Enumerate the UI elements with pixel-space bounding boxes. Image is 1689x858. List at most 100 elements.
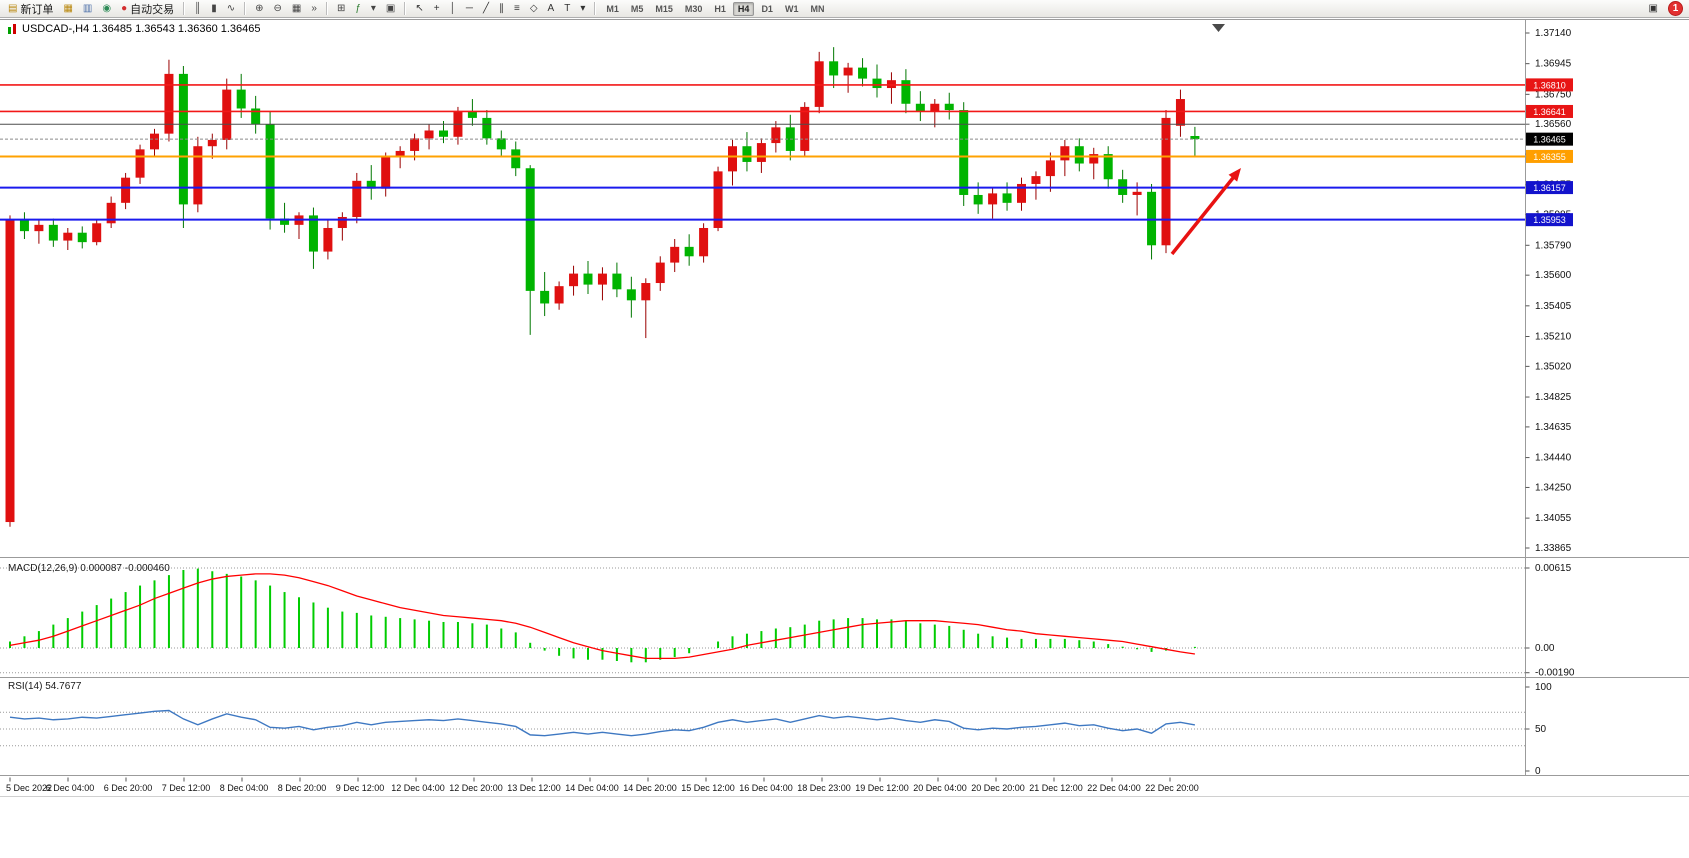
vertical-line-button[interactable]: │ [446,0,460,17]
candlestick-series[interactable] [5,47,1200,527]
bull-candle [655,262,665,284]
bull-candle [352,180,362,217]
price-axis-label: 1.35210 [1535,331,1572,342]
timeframe-w1-button[interactable]: W1 [784,3,799,14]
bear-candle [626,289,636,301]
price-axis-label: 1.34440 [1535,453,1572,464]
tile-windows-button[interactable]: ▦ [288,0,305,17]
fibonacci-icon: ≡ [513,3,520,14]
line-chart-button[interactable]: ∿ [223,0,239,17]
bull-candle [699,227,709,257]
bull-candle [410,138,420,151]
bull-candle [843,67,853,76]
price-axis-label: 1.34635 [1535,422,1572,433]
time-axis-label: 6 Dec 20:00 [104,783,153,793]
new-order-button[interactable]: ▤ 新订单 [4,0,57,17]
price-axis-label: 1.36560 [1535,119,1572,130]
price-axis-label: 1.34825 [1535,392,1572,403]
bar-chart-button[interactable]: ║ [190,0,205,17]
time-axis-label: 8 Dec 04:00 [220,783,269,793]
bull-candle [63,232,73,241]
shapes-button[interactable]: ◇ [526,0,542,17]
auto-trading-button[interactable]: ● 自动交易 [117,0,178,17]
toolbar-right: ▣ 1 [1644,0,1686,17]
timeframe-m5-button[interactable]: M5 [630,3,644,14]
bull-candle [381,157,391,189]
timeframe-h4-button[interactable]: H4 [732,1,755,16]
price-axis-label: 1.35020 [1535,361,1572,372]
bear-candle [901,80,911,104]
price-axis-label: 1.36750 [1535,89,1572,100]
trendline-button[interactable]: ╱ [479,0,493,17]
time-axis-label: 22 Dec 04:00 [1087,783,1141,793]
price-tag [1526,104,1573,118]
bull-candle [1060,146,1070,161]
bull-candle [395,150,405,158]
price-axis-label: 1.34250 [1535,482,1572,493]
crosshair-button[interactable]: + [430,0,444,17]
bull-candle [424,130,434,139]
horizontal-line-button[interactable]: ─ [462,0,477,17]
timeframe-h1-button[interactable]: H1 [714,3,726,14]
text-button[interactable]: A [544,0,559,17]
timeframe-m30-button[interactable]: M30 [684,3,703,14]
channel-icon: ∥ [498,3,504,14]
indicators-button[interactable]: ƒ [351,0,365,17]
candlestick-chart-button[interactable]: ▮ [207,0,221,17]
strategy-tester-button[interactable]: ◉ [98,0,115,17]
new-order-icon: ▤ [8,3,18,14]
bear-candle [1147,191,1157,246]
templates-button[interactable]: ▣ [382,0,399,17]
bear-candle [366,180,376,189]
bull-candle [106,202,116,224]
timeframe-m15-button[interactable]: M15 [655,3,673,14]
toolbar-separator [404,2,407,15]
bear-candle [19,220,29,232]
bull-candle [164,73,174,134]
bear-candle [280,218,290,225]
zoom-in-button[interactable]: ⊕ [251,0,267,17]
bull-candle [670,246,680,263]
new-order-button-label: 新订单 [20,3,54,16]
bear-candle [236,89,246,109]
bull-candle [771,127,781,144]
auto-scroll-button[interactable]: » [307,0,321,17]
time-axis-label: 9 Dec 12:00 [336,783,385,793]
chart-profiles-icon: ▦ [63,3,73,14]
periods-dropdown[interactable]: ▾ [367,0,380,17]
terminal-button[interactable]: ▥ [79,0,96,17]
time-axis-label: 14 Dec 04:00 [565,783,619,793]
channel-button[interactable]: ∥ [495,0,508,17]
arrows-button[interactable]: ▾ [576,0,589,17]
timeframe-m1-button[interactable]: M1 [606,3,619,14]
notification-badge[interactable]: 1 [1668,1,1683,16]
toolbar-extra-icon[interactable]: ▣ [1645,0,1662,17]
fibonacci-button[interactable]: ≡ [510,0,524,17]
bull-candle [150,133,159,150]
chart-title: USDCAD-,H4 1.36485 1.36543 1.36360 1.364… [7,23,261,35]
bull-candle [1017,183,1026,203]
bear-candle [1190,135,1200,140]
chart-profiles-button[interactable]: ▦ [59,0,76,17]
timeframe-d1-button[interactable]: D1 [761,3,773,14]
price-axis-label: 1.35600 [1535,270,1572,281]
trend-arrow-head[interactable] [1228,168,1241,182]
bear-candle [612,273,622,290]
bear-candle [467,111,477,118]
rsi-axis-label: 0 [1535,766,1541,777]
vertical-line-icon: │ [449,3,456,14]
zoom-out-button[interactable]: ⊖ [270,0,286,17]
text-label-button[interactable]: T [560,0,574,17]
timeframe-mn-button[interactable]: MN [810,3,825,14]
time-axis-label: 12 Dec 04:00 [391,783,445,793]
bull-candle [1161,117,1171,246]
time-axis-label: 7 Dec 12:00 [162,783,211,793]
cursor-button[interactable]: ↖ [411,0,427,17]
new-chart-button[interactable]: ⊞ [333,0,349,17]
price-tag-label: 1.36641 [1533,107,1566,117]
price-axis-label: 1.35405 [1535,301,1572,312]
new-chart-icon: ⊞ [336,3,346,14]
time-axis-label: 18 Dec 23:00 [797,783,851,793]
chart-shift-marker-icon[interactable] [1212,24,1225,32]
